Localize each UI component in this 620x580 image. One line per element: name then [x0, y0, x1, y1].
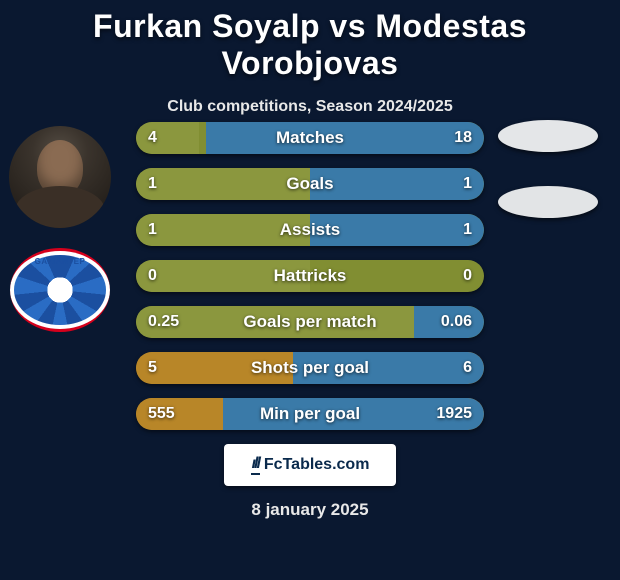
- club-crest: GAZIANTEP: [10, 248, 110, 332]
- stat-bar-left: [136, 122, 199, 154]
- stat-value-right: 18: [454, 129, 472, 147]
- stat-bar: 5 6 Shots per goal: [136, 352, 484, 384]
- stat-row: 555 1925 Min per goal: [136, 398, 484, 430]
- stat-label: Goals: [286, 174, 333, 194]
- stat-value-left: 1: [148, 175, 157, 193]
- opponent-crest-placeholder: [498, 186, 598, 218]
- stat-bar-right: [206, 122, 484, 154]
- stat-value-left: 0.25: [148, 313, 179, 331]
- stat-value-left: 0: [148, 267, 157, 285]
- stat-bar: 4 18 Matches: [136, 122, 484, 154]
- chart-icon: ıll: [251, 455, 260, 475]
- stat-value-right: 1: [463, 175, 472, 193]
- stat-bar: 1 1 Goals: [136, 168, 484, 200]
- date-label: 8 january 2025: [251, 500, 368, 520]
- stat-label: Shots per goal: [251, 358, 369, 378]
- right-column: [492, 120, 604, 218]
- stat-value-left: 5: [148, 359, 157, 377]
- stat-row: 1 1 Goals: [136, 168, 484, 200]
- brand-name: FcTables.com: [264, 456, 370, 474]
- stat-row: 1 1 Assists: [136, 214, 484, 246]
- stat-bar: 0.25 0.06 Goals per match: [136, 306, 484, 338]
- opponent-avatar-placeholder: [498, 120, 598, 152]
- stat-label: Assists: [280, 220, 340, 240]
- stat-row: 5 6 Shots per goal: [136, 352, 484, 384]
- stat-row: 4 18 Matches: [136, 122, 484, 154]
- stat-bar: 1 1 Assists: [136, 214, 484, 246]
- stat-bar-left: [136, 168, 310, 200]
- stats-bars: 4 18 Matches 1 1 Goals 1 1 Assists 0 0 Hattricks 0.2…: [136, 122, 484, 430]
- stat-value-right: 0: [463, 267, 472, 285]
- stat-value-right: 0.06: [441, 313, 472, 331]
- stat-value-left: 4: [148, 129, 157, 147]
- left-column: GAZIANTEP: [8, 126, 112, 332]
- stat-row: 0.25 0.06 Goals per match: [136, 306, 484, 338]
- brand-badge: ıll FcTables.com: [224, 444, 396, 486]
- stat-value-right: 1: [463, 221, 472, 239]
- stat-row: 0 0 Hattricks: [136, 260, 484, 292]
- crest-label: GAZIANTEP: [10, 257, 110, 266]
- stat-value-right: 6: [463, 359, 472, 377]
- stat-label: Goals per match: [243, 312, 376, 332]
- stat-label: Min per goal: [260, 404, 360, 424]
- stat-value-left: 1: [148, 221, 157, 239]
- stat-bar-right: [310, 168, 484, 200]
- stat-label: Matches: [276, 128, 344, 148]
- stat-label: Hattricks: [274, 266, 347, 286]
- stat-bar: 555 1925 Min per goal: [136, 398, 484, 430]
- stat-bar: 0 0 Hattricks: [136, 260, 484, 292]
- page-title: Furkan Soyalp vs Modestas Vorobjovas: [0, 0, 620, 82]
- subtitle: Club competitions, Season 2024/2025: [0, 98, 620, 116]
- stat-value-left: 555: [148, 405, 175, 423]
- player-avatar: [9, 126, 111, 228]
- stat-value-right: 1925: [436, 405, 472, 423]
